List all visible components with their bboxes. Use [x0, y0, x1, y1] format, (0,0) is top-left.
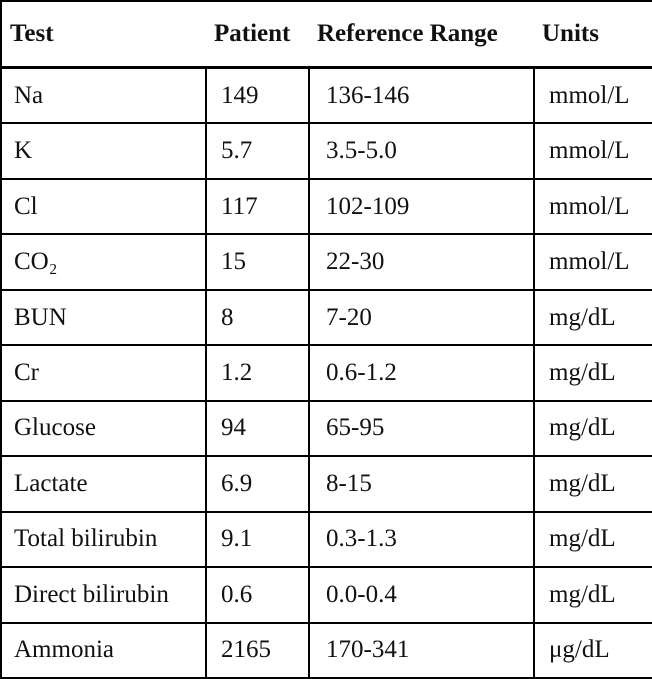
table-cell: mmol/L: [533, 233, 652, 291]
table-cell: Cr: [0, 344, 207, 402]
header-cell: Test: [0, 0, 206, 69]
table-cell: Cl: [0, 177, 207, 236]
table-cell: 170-341: [308, 621, 535, 679]
table-cell: 117: [205, 177, 310, 236]
table-cell: Glucose: [0, 399, 207, 458]
table-cell: mmol/L: [533, 122, 652, 180]
table-row: K 5.7 3.5-5.0 mmol/L: [0, 122, 652, 180]
table-cell: mmol/L: [533, 66, 652, 125]
table-cell: BUN: [0, 288, 207, 347]
table-cell: mg/dL: [533, 510, 652, 569]
table-cell: K: [0, 122, 207, 180]
table-row: Total bilirubin 9.1 0.3-1.3 mg/dL: [0, 510, 652, 569]
table-cell: 102-109: [308, 177, 535, 236]
table-cell: 9.1: [205, 510, 310, 569]
table-cell: mg/dL: [533, 288, 652, 347]
table-cell: Na: [0, 66, 207, 125]
table-cell: 0.0-0.4: [308, 566, 535, 624]
table-cell: CO₂: [0, 233, 207, 291]
header-cell: Reference Range: [309, 0, 534, 69]
table-row: BUN 8 7-20 mg/dL: [0, 288, 652, 347]
table-row: Glucose 94 65-95 mg/dL: [0, 399, 652, 458]
table-cell: 1.2: [205, 344, 310, 402]
table-row: CO₂ 15 22-30 mmol/L: [0, 233, 652, 291]
table-cell: Total bilirubin: [0, 510, 207, 569]
table-row: Cl 117 102-109 mmol/L: [0, 177, 652, 236]
table-cell: 65-95: [308, 399, 535, 458]
table-cell: Ammonia: [0, 621, 207, 679]
table-row: Lactate 6.9 8-15 mg/dL: [0, 455, 652, 513]
table-cell: Direct bilirubin: [0, 566, 207, 624]
table-cell: mmol/L: [533, 177, 652, 236]
table-cell: 6.9: [205, 455, 310, 513]
table-cell: Lactate: [0, 455, 207, 513]
table-cell: mg/dL: [533, 566, 652, 624]
table-cell: 0.3-1.3: [308, 510, 535, 569]
table-row: Direct bilirubin 0.6 0.0-0.4 mg/dL: [0, 566, 652, 624]
table-cell: 5.7: [205, 122, 310, 180]
header-cell: Patient: [206, 0, 309, 69]
table-cell: 0.6-1.2: [308, 344, 535, 402]
table-cell: 7-20: [308, 288, 535, 347]
table-cell: 3.5-5.0: [308, 122, 535, 180]
table-cell: mg/dL: [533, 344, 652, 402]
table-row: Ammonia 2165 170-341 μg/dL: [0, 621, 652, 679]
table-cell: μg/dL: [533, 621, 652, 679]
table-row: Cr 1.2 0.6-1.2 mg/dL: [0, 344, 652, 402]
table-cell: 15: [205, 233, 310, 291]
table-cell: 22-30: [308, 233, 535, 291]
table-cell: mg/dL: [533, 455, 652, 513]
table-cell: 0.6: [205, 566, 310, 624]
table-cell: 2165: [205, 621, 310, 679]
table-cell: 149: [205, 66, 310, 125]
table-body: Na 149 136-146 mmol/L K 5.7 3.5-5.0 mmol/L Cl 117…: [0, 66, 652, 679]
table-cell: mg/dL: [533, 399, 652, 458]
table-row: Na 149 136-146 mmol/L: [0, 66, 652, 125]
header-row: Test Patient Reference Range Units: [0, 0, 652, 69]
table-cell: 8-15: [308, 455, 535, 513]
header-cell: Units: [534, 0, 652, 69]
table-cell: 136-146: [308, 66, 535, 125]
table-cell: 94: [205, 399, 310, 458]
table-cell: 8: [205, 288, 310, 347]
